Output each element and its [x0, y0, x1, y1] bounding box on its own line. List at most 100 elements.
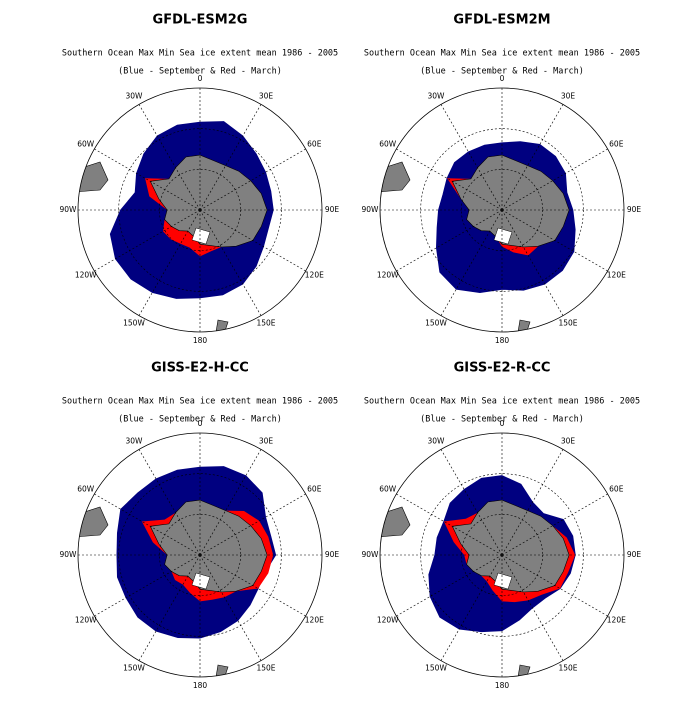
ross-ice-shelf — [191, 572, 211, 590]
longitude-label: 120W — [377, 271, 399, 280]
longitude-label: 120W — [377, 616, 399, 625]
longitude-label: 90W — [362, 550, 380, 559]
map-border — [379, 432, 625, 678]
meridian — [396, 148, 503, 211]
meridian — [396, 493, 503, 556]
panel-title: GFDL-ESM2M — [453, 13, 550, 28]
meridian — [138, 104, 201, 211]
meridian — [199, 554, 306, 617]
longitude-label: 90E — [325, 550, 340, 559]
meridian — [94, 493, 201, 556]
longitude-label: 60E — [609, 140, 624, 149]
new-zealand — [215, 319, 229, 332]
longitude-label: 120W — [75, 271, 97, 280]
longitude-label: 90E — [627, 205, 642, 214]
ross-ice-shelf — [493, 572, 513, 590]
panel-subtitle: Southern Ocean Max Min Sea ice extent me… — [62, 397, 338, 407]
meridian — [501, 209, 564, 316]
panel-note: (Blue - September & Red - March) — [118, 415, 282, 425]
longitude-label: 120E — [305, 271, 324, 280]
meridian — [94, 554, 201, 617]
longitude-label: 90E — [627, 550, 642, 559]
longitude-label: 90W — [362, 205, 380, 214]
longitude-label: 150W — [123, 663, 145, 672]
longitude-label: 60W — [379, 140, 397, 149]
panel-note: (Blue - September & Red - March) — [118, 67, 282, 77]
longitude-label: 150E — [256, 663, 275, 672]
longitude-label: 150E — [558, 663, 577, 672]
panel-title: GISS-E2-H-CC — [151, 361, 249, 376]
meridian — [199, 104, 262, 211]
longitude-label: 90W — [60, 205, 78, 214]
longitude-label: 30W — [126, 437, 144, 446]
meridian — [440, 104, 503, 211]
map — [78, 433, 322, 677]
panel-note: (Blue - September & Red - March) — [420, 415, 584, 425]
longitude-label: 150W — [123, 318, 145, 327]
longitude-label: 30E — [259, 92, 274, 101]
longitude-label: 0 — [198, 74, 203, 83]
meridian — [199, 209, 262, 316]
meridian — [501, 554, 564, 661]
panel-subtitle: Southern Ocean Max Min Sea ice extent me… — [364, 397, 640, 407]
longitude-label: 60W — [379, 485, 397, 494]
map-panel: GISS-E2-H-CC Southern Ocean Max Min Sea i… — [60, 361, 340, 691]
map — [380, 433, 624, 677]
meridian — [199, 148, 306, 211]
meridian — [396, 209, 503, 272]
ross-ice-shelf — [191, 227, 211, 245]
new-zealand — [517, 664, 531, 677]
meridian — [501, 493, 608, 556]
meridian — [501, 449, 564, 556]
longitude-label: 60E — [609, 485, 624, 494]
meridian — [440, 449, 503, 556]
longitude-label: 150E — [256, 318, 275, 327]
longitude-label: 120E — [607, 616, 626, 625]
longitude-label: 150E — [558, 318, 577, 327]
longitude-label: 120W — [75, 616, 97, 625]
meridian — [199, 554, 262, 661]
meridian — [199, 493, 306, 556]
map — [78, 88, 322, 332]
map-border — [77, 87, 323, 333]
panel-subtitle: Southern Ocean Max Min Sea ice extent me… — [62, 49, 338, 59]
longitude-label: 30W — [428, 437, 446, 446]
meridian — [501, 104, 564, 211]
new-zealand — [215, 664, 229, 677]
longitude-label: 120E — [305, 616, 324, 625]
meridian — [94, 148, 201, 211]
longitude-label: 30E — [259, 437, 274, 446]
longitude-label: 90W — [60, 550, 78, 559]
longitude-label: 180 — [495, 681, 510, 690]
meridian — [501, 209, 608, 272]
panel-title: GISS-E2-R-CC — [454, 361, 551, 376]
longitude-label: 0 — [198, 419, 203, 428]
meridian — [396, 554, 503, 617]
longitude-label: 60E — [307, 140, 322, 149]
panel-note: (Blue - September & Red - March) — [420, 67, 584, 77]
longitude-label: 60W — [77, 485, 95, 494]
longitude-label: 30E — [561, 437, 576, 446]
panel-subtitle: Southern Ocean Max Min Sea ice extent me… — [364, 49, 640, 59]
longitude-label: 0 — [500, 74, 505, 83]
longitude-label: 180 — [193, 681, 208, 690]
map-panel: GFDL-ESM2G Southern Ocean Max Min Sea ice… — [60, 13, 340, 346]
map — [380, 88, 624, 332]
longitude-label: 60E — [307, 485, 322, 494]
longitude-label: 120E — [607, 271, 626, 280]
map-border — [77, 432, 323, 678]
longitude-label: 180 — [193, 336, 208, 345]
meridian — [138, 449, 201, 556]
map-panel: GISS-E2-R-CC Southern Ocean Max Min Sea i… — [362, 361, 642, 691]
meridian — [440, 554, 503, 661]
longitude-label: 30W — [428, 92, 446, 101]
meridian — [199, 449, 262, 556]
longitude-label: 30E — [561, 92, 576, 101]
longitude-label: 90E — [325, 205, 340, 214]
meridian — [440, 209, 503, 316]
panel-title: GFDL-ESM2G — [153, 13, 248, 28]
longitude-label: 60W — [77, 140, 95, 149]
longitude-label: 180 — [495, 336, 510, 345]
meridian — [138, 209, 201, 316]
